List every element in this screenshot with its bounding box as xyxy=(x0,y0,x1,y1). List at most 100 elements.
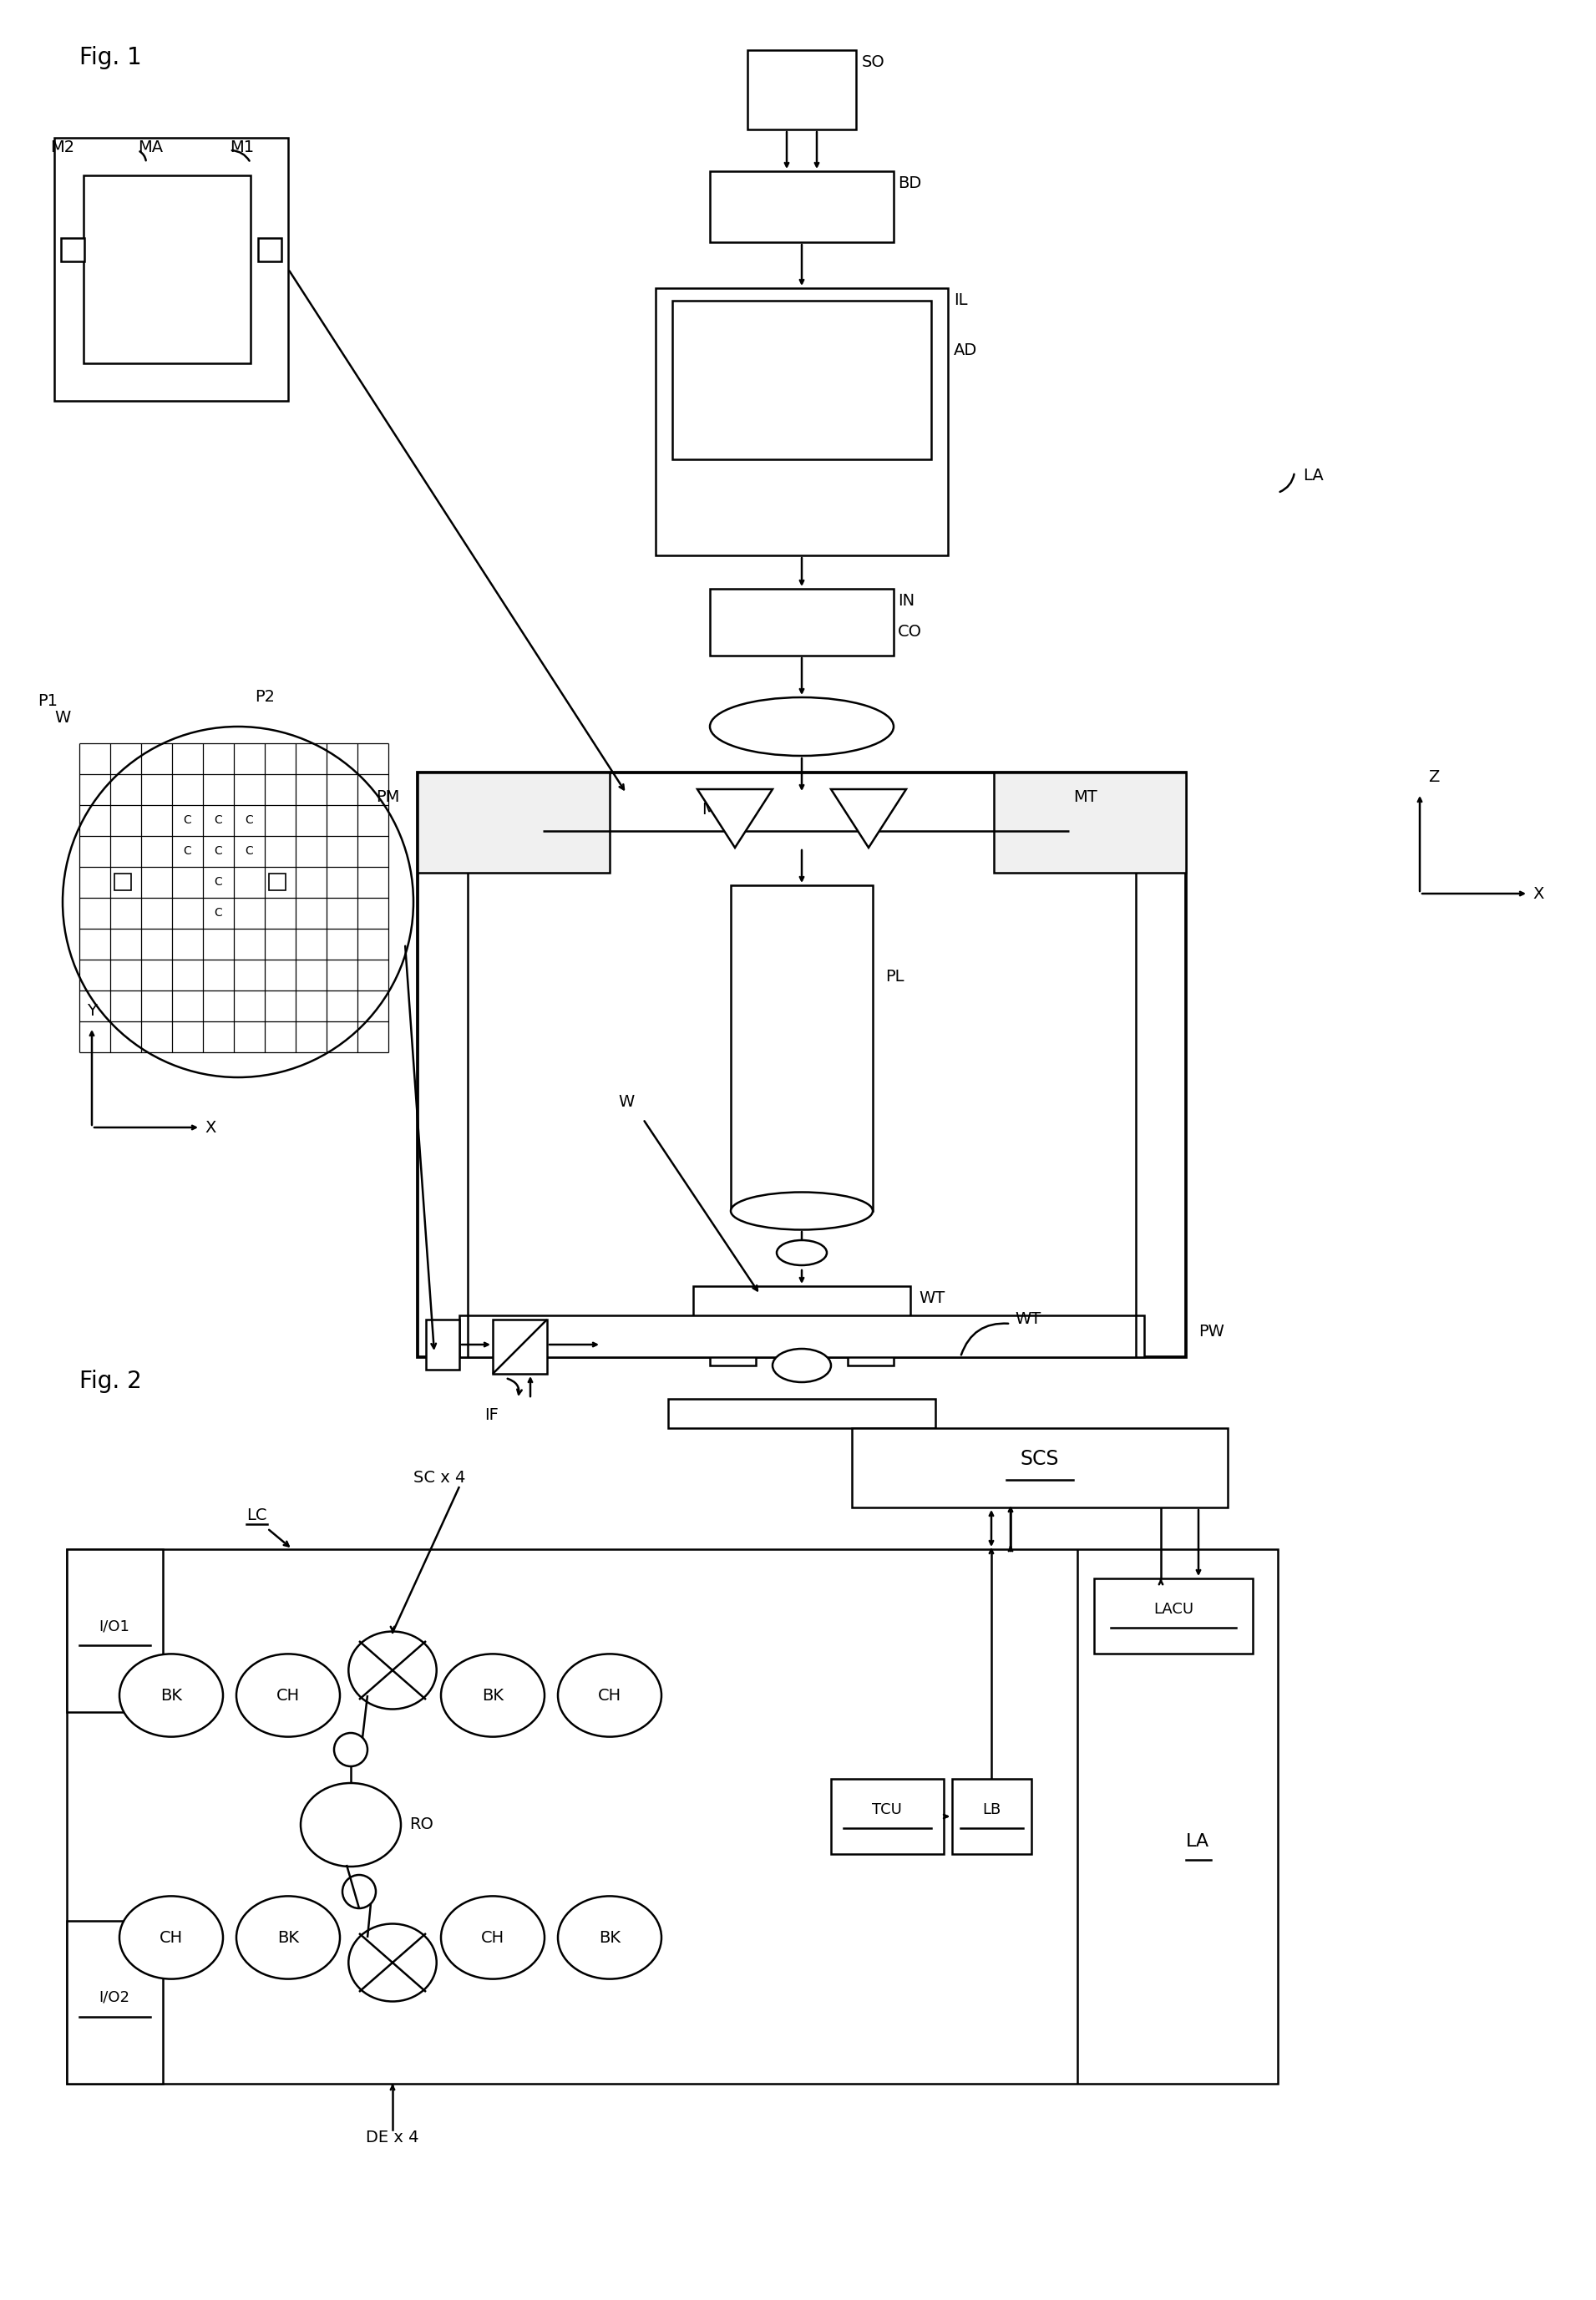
Text: RO: RO xyxy=(409,1817,434,1833)
Bar xyxy=(747,51,855,129)
Text: C: C xyxy=(214,844,222,858)
Text: TCU: TCU xyxy=(871,1803,902,1817)
Text: CO: CO xyxy=(899,623,922,639)
Text: MT: MT xyxy=(1073,789,1096,805)
Bar xyxy=(693,1286,910,1332)
Text: P2: P2 xyxy=(255,690,275,704)
Ellipse shape xyxy=(236,1895,340,1978)
Ellipse shape xyxy=(559,1654,661,1736)
Bar xyxy=(994,773,1186,872)
Ellipse shape xyxy=(440,1654,544,1736)
Text: Y: Y xyxy=(86,1003,97,1019)
Polygon shape xyxy=(832,789,907,849)
Bar xyxy=(922,784,1069,876)
Text: P1: P1 xyxy=(38,692,57,708)
Bar xyxy=(268,874,286,890)
Text: SC x 4: SC x 4 xyxy=(413,1470,466,1486)
Text: SCS: SCS xyxy=(1020,1449,1060,1470)
Text: Fig. 2: Fig. 2 xyxy=(80,1368,142,1394)
Text: PW: PW xyxy=(1199,1325,1224,1339)
Text: BD: BD xyxy=(899,175,921,191)
Bar xyxy=(847,1332,894,1366)
Text: C: C xyxy=(244,814,252,826)
Bar xyxy=(669,1398,935,1428)
Polygon shape xyxy=(697,789,772,849)
Circle shape xyxy=(334,1732,367,1766)
Bar xyxy=(710,1332,757,1366)
Text: WT: WT xyxy=(1015,1311,1041,1327)
Bar xyxy=(1095,1578,1253,1654)
Bar xyxy=(852,1428,1227,1506)
Circle shape xyxy=(62,727,413,1076)
Text: MA: MA xyxy=(137,140,163,156)
Bar xyxy=(710,589,894,655)
Bar xyxy=(832,1778,943,1854)
Text: C: C xyxy=(214,906,222,918)
Text: CH: CH xyxy=(160,1930,184,1946)
Text: AD: AD xyxy=(954,343,977,359)
Text: PL: PL xyxy=(886,968,903,984)
Bar xyxy=(61,237,85,262)
Ellipse shape xyxy=(120,1654,223,1736)
Bar xyxy=(418,773,1186,1357)
Bar xyxy=(731,886,873,1212)
Text: C: C xyxy=(214,814,222,826)
Text: BK: BK xyxy=(160,1688,182,1704)
Circle shape xyxy=(343,1874,375,1909)
Text: LA: LA xyxy=(1186,1833,1210,1849)
Bar xyxy=(672,301,930,460)
Text: M2: M2 xyxy=(49,140,75,156)
Bar xyxy=(54,138,289,400)
Text: LACU: LACU xyxy=(1154,1601,1194,1617)
Bar xyxy=(543,784,680,876)
Bar xyxy=(460,1316,1144,1357)
Text: DE x 4: DE x 4 xyxy=(365,2130,420,2146)
Bar xyxy=(83,175,251,363)
Text: BK: BK xyxy=(482,1688,504,1704)
Ellipse shape xyxy=(777,1240,827,1265)
Text: Fig. 1: Fig. 1 xyxy=(80,46,142,69)
Text: MA: MA xyxy=(702,803,726,816)
Text: IN: IN xyxy=(899,593,915,610)
Bar xyxy=(710,170,894,241)
Text: BK: BK xyxy=(598,1930,621,1946)
Bar xyxy=(259,237,281,262)
Text: B: B xyxy=(855,803,867,816)
Ellipse shape xyxy=(440,1895,544,1978)
Text: I/O2: I/O2 xyxy=(99,1990,129,2006)
Text: IF: IF xyxy=(485,1408,498,1424)
Text: CH: CH xyxy=(598,1688,621,1704)
Ellipse shape xyxy=(772,1348,832,1382)
Text: LA: LA xyxy=(1302,467,1323,483)
Bar xyxy=(953,1778,1031,1854)
Bar xyxy=(418,773,610,872)
Text: W: W xyxy=(618,1095,634,1111)
Text: X: X xyxy=(1532,886,1543,902)
Ellipse shape xyxy=(348,1923,437,2001)
Bar xyxy=(656,288,948,554)
Text: SO: SO xyxy=(862,55,886,71)
Bar xyxy=(493,1320,547,1373)
Ellipse shape xyxy=(559,1895,661,1978)
Text: W: W xyxy=(54,711,70,727)
Text: CH: CH xyxy=(276,1688,300,1704)
Text: LC: LC xyxy=(246,1506,267,1523)
Text: I/O1: I/O1 xyxy=(99,1619,129,1633)
Text: PM: PM xyxy=(375,789,399,805)
Text: Z: Z xyxy=(1428,768,1440,784)
Text: C: C xyxy=(184,814,192,826)
Ellipse shape xyxy=(348,1631,437,1709)
Text: C: C xyxy=(244,844,252,858)
Text: LB: LB xyxy=(982,1803,1001,1817)
Text: IL: IL xyxy=(954,292,967,308)
Text: BK: BK xyxy=(278,1930,298,1946)
Ellipse shape xyxy=(710,697,894,757)
Ellipse shape xyxy=(731,1191,873,1230)
Ellipse shape xyxy=(236,1654,340,1736)
Text: CH: CH xyxy=(480,1930,504,1946)
Ellipse shape xyxy=(120,1895,223,1978)
Text: X: X xyxy=(204,1120,215,1136)
Bar xyxy=(115,874,131,890)
Text: WT: WT xyxy=(919,1290,945,1306)
Bar xyxy=(67,1920,163,2084)
